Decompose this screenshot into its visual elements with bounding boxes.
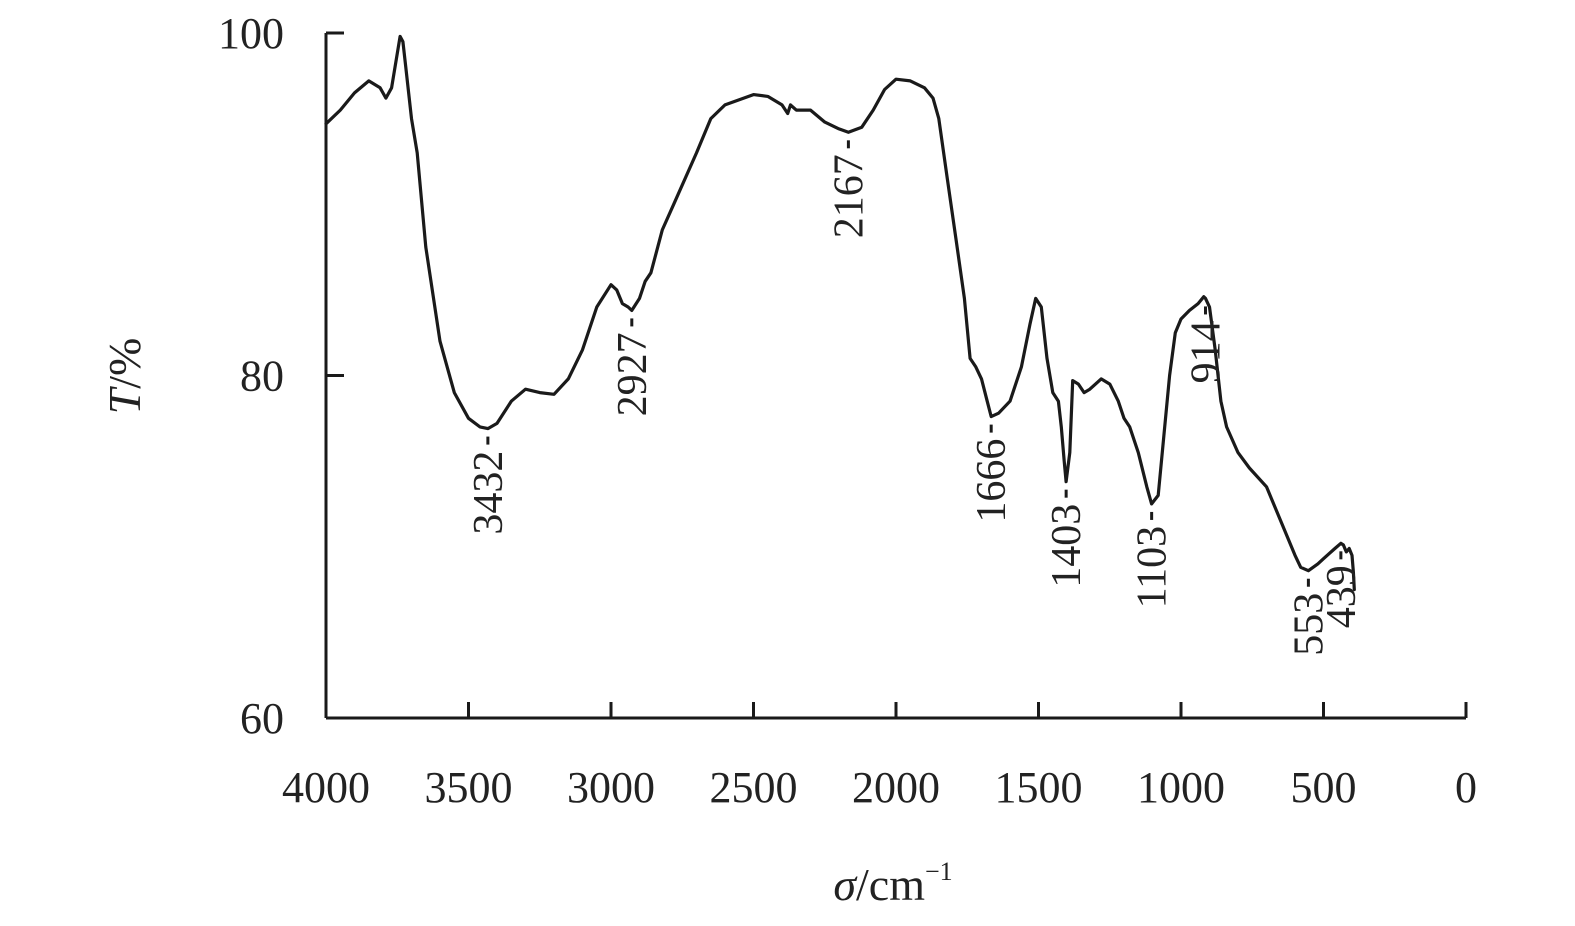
- peak-label: 1103: [1130, 526, 1176, 608]
- x-tick-label: 1500: [995, 763, 1083, 812]
- x-tick-label: 3500: [425, 763, 513, 812]
- x-axis-exponent: −1: [925, 857, 953, 886]
- peak-label: 3432: [466, 451, 512, 535]
- x-axis-unit: /cm: [856, 859, 925, 910]
- x-tick-label: 2500: [710, 763, 798, 812]
- y-tick-label: 60: [240, 694, 284, 743]
- y-axis-title: T/%: [99, 338, 150, 415]
- peak-label: 2167: [826, 154, 872, 238]
- y-axis-unit: /%: [99, 338, 150, 389]
- x-tick-label: 500: [1291, 763, 1357, 812]
- axis-tick-labels: 60 80 100 4000 3500 3000 2500 2000 1500 1000 500 0: [218, 9, 1477, 812]
- peak-label: 439: [1319, 565, 1365, 628]
- x-tick-label: 4000: [282, 763, 370, 812]
- y-axis-symbol: T: [99, 385, 150, 414]
- y-tick-label: 80: [240, 352, 284, 401]
- peak-label: 1403: [1044, 504, 1090, 588]
- x-tick-label: 3000: [567, 763, 655, 812]
- x-tick-label: 1000: [1137, 763, 1225, 812]
- peak-label: 1666: [969, 439, 1015, 523]
- axis-ticks: [324, 31, 1468, 720]
- x-axis-title: σ/cm−1: [833, 857, 952, 910]
- peak-label: 2927: [610, 332, 656, 416]
- x-axis-symbol: σ: [833, 859, 858, 910]
- spectrum-line: [324, 34, 1356, 592]
- peak-label: 914: [1184, 320, 1230, 383]
- y-tick-label: 100: [218, 9, 284, 58]
- x-tick-label: 2000: [852, 763, 940, 812]
- peak-label: 553: [1286, 593, 1332, 656]
- x-tick-label: 0: [1455, 763, 1477, 812]
